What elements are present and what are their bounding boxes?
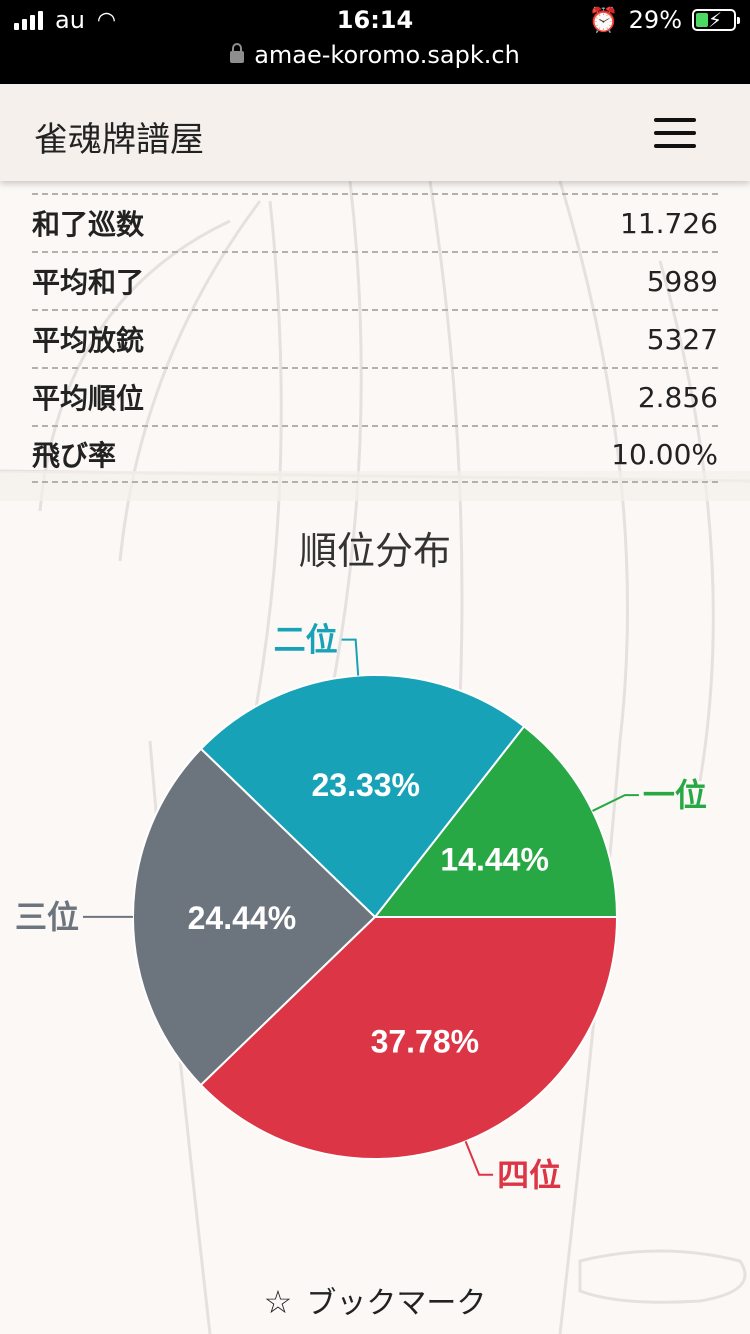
pie-leader-line [464,1141,494,1176]
carrier-label: au [55,6,85,34]
stat-label: 平均和了 [32,266,145,299]
stat-label: 和了巡数 [32,208,145,241]
stat-label: 飛び率 [32,439,117,472]
battery-percent: 29% [628,6,682,34]
status-time: 16:14 [336,6,414,34]
pie-slice [132,747,377,1087]
menu-icon[interactable] [654,118,696,148]
navbar: 雀魂牌譜屋 [0,84,750,181]
stat-value: 5327 [646,322,718,356]
signal-icon [14,10,43,30]
pie-slice [372,724,619,918]
lock-icon [230,43,245,63]
pie-percent-label: 23.33% [311,767,420,803]
pie-leader-line [341,638,360,676]
status-bar: au ◠ 16:14 ⏰ 29% ⚡ [0,0,750,40]
stat-label: 平均放銃 [32,324,145,357]
rank-pie-chart: 14.44% 一位 23.33% 二位 24.44% 三位 37.78% 四位 [15,622,707,1193]
bookmark-label: ブックマーク [306,1286,487,1321]
pie-category-label: 一位 [643,777,707,813]
pie-category-label: 四位 [497,1157,561,1193]
chart-title: 順位分布 [298,529,451,573]
stat-row-win-turns: 和了巡数 11.726 [32,193,718,251]
pie-percent-label: 24.44% [188,900,297,936]
pie-percent-label: 14.44% [440,842,549,878]
stat-value: 2.856 [637,380,718,414]
stats-table: 和了巡数 11.726 平均和了 5989 平均放銃 5327 平均順位 2.8… [32,193,718,483]
pie-percent-label: 37.78% [371,1023,480,1059]
wifi-icon: ◠ [96,7,117,33]
stat-row-avg-dealin: 平均放銃 5327 [32,309,718,367]
stat-row-avg-win: 平均和了 5989 [32,251,718,309]
bookmark-button[interactable]: ☆ ブックマーク [0,1278,750,1322]
pie-slice [199,916,619,1160]
pie-category-label: 二位 [274,622,338,658]
star-icon: ☆ [263,1283,293,1321]
stat-row-avg-rank: 平均順位 2.856 [32,367,718,425]
url-bar[interactable]: amae-koromo.sapk.ch [0,40,750,84]
stat-value: 5989 [646,264,718,298]
alarm-icon: ⏰ [588,6,619,34]
pie-leader-line [592,794,639,812]
stat-value: 10.00% [611,437,718,471]
stat-value: 11.726 [620,206,718,240]
battery-icon: ⚡ [692,8,740,32]
brand-title[interactable]: 雀魂牌譜屋 [34,120,204,160]
url-text: amae-koromo.sapk.ch [254,41,520,69]
stat-label: 平均順位 [32,382,145,415]
stat-row-bust-rate: 飛び率 10.00% [32,425,718,483]
pie-category-label: 三位 [15,899,79,935]
